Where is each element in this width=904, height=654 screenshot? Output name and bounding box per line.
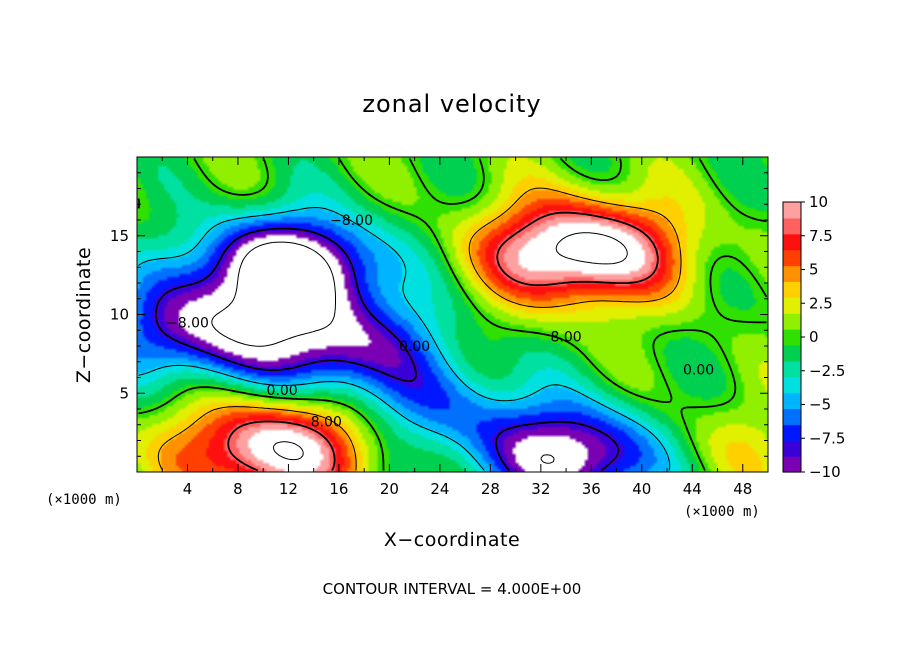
- x-tick-label: 44: [683, 480, 702, 498]
- x-tick-label: 28: [481, 480, 500, 498]
- colorbar-swatch: [783, 376, 801, 394]
- colorbar-swatch: [783, 249, 801, 267]
- x-tick-label: 36: [582, 480, 601, 498]
- contour-line: [211, 241, 555, 464]
- x-tick-label: 48: [733, 480, 752, 498]
- colorbar-swatch: [783, 456, 801, 473]
- colorbar-swatch: [783, 313, 801, 330]
- x-tick-label: 16: [329, 480, 348, 498]
- y-axis: 5 10 15: [110, 172, 768, 457]
- colorbar-tick-label: 5: [809, 261, 819, 279]
- colorbar-tick-label: 10: [809, 193, 828, 211]
- y-axis-label: Z−coordinate: [73, 247, 95, 383]
- y-tick-label: 15: [110, 227, 129, 245]
- colorbar-tick-label: −10: [809, 463, 841, 481]
- chart-title: zonal velocity: [362, 90, 541, 118]
- colorbar-swatch: [783, 360, 801, 378]
- contour-line: [138, 207, 671, 471]
- colorbar-tick-label: 7.5: [809, 227, 833, 245]
- colorbar-tick-label: −2.5: [809, 362, 845, 380]
- colorbar-swatch: [783, 424, 801, 441]
- contour-label: −8.00: [166, 315, 209, 331]
- contour-label: 8.00: [311, 415, 342, 431]
- colorbar-swatch: [783, 265, 801, 283]
- colorbar-swatch: [783, 297, 801, 314]
- x-tick-label: 4: [183, 480, 193, 498]
- colorbar-tick-label: 2.5: [809, 294, 833, 312]
- colorbar-swatch: [783, 408, 801, 425]
- field-raster: [137, 157, 768, 472]
- contour-line: [157, 187, 682, 471]
- heatmap-field: [137, 157, 768, 472]
- colorbar-swatch: [783, 440, 801, 457]
- contour-interval-note: CONTOUR INTERVAL = 4.000E+00: [323, 580, 582, 598]
- colorbar-swatch: [783, 344, 801, 362]
- colorbar-swatch: [783, 329, 801, 346]
- x-axis: 4 8 12 16 20 24 28 32 36 40 44 48: [161, 157, 752, 498]
- contour-label: 8.00: [550, 330, 581, 346]
- x-unit-left: (×1000 m): [46, 492, 122, 508]
- contour-labels: −8.00 −8.00 0.00 8.00 0.00 8.00 0.00: [166, 213, 714, 431]
- contour-line: [137, 157, 768, 471]
- contour-label: −8.00: [330, 213, 373, 229]
- y-tick-label: 5: [119, 384, 129, 402]
- contour-lines: [137, 157, 768, 472]
- x-tick-label: 32: [531, 480, 550, 498]
- contour-label: 0.00: [399, 339, 430, 355]
- x-tick-label: 12: [279, 480, 298, 498]
- x-axis-label: X−coordinate: [384, 529, 520, 551]
- colorbar-swatch: [783, 202, 801, 219]
- colorbar-swatch: [783, 281, 801, 298]
- x-tick-label: 40: [632, 480, 651, 498]
- colorbar-tick-label: 0: [809, 328, 819, 346]
- x-tick-label: 8: [233, 480, 243, 498]
- x-tick-label: 20: [380, 480, 399, 498]
- contour-line: [227, 211, 659, 472]
- colorbar-swatch: [783, 233, 801, 251]
- contour-line: [273, 232, 628, 461]
- contour-line: [155, 227, 620, 472]
- x-tick-label: 24: [430, 480, 449, 498]
- contour-label: 0.00: [683, 363, 714, 379]
- y-tick-label: 10: [110, 306, 129, 324]
- colorbar: 10 7.5 5 2.5 0 −2.5 −5 −7.5 −10: [782, 193, 845, 481]
- colorbar-swatch: [783, 217, 801, 235]
- colorbar-tick-label: −7.5: [809, 429, 845, 447]
- colorbar-tick-label: −5: [809, 396, 831, 414]
- contour-label: 0.00: [267, 383, 298, 399]
- colorbar-swatch: [783, 392, 801, 410]
- x-unit-right: (×1000 m): [684, 504, 760, 520]
